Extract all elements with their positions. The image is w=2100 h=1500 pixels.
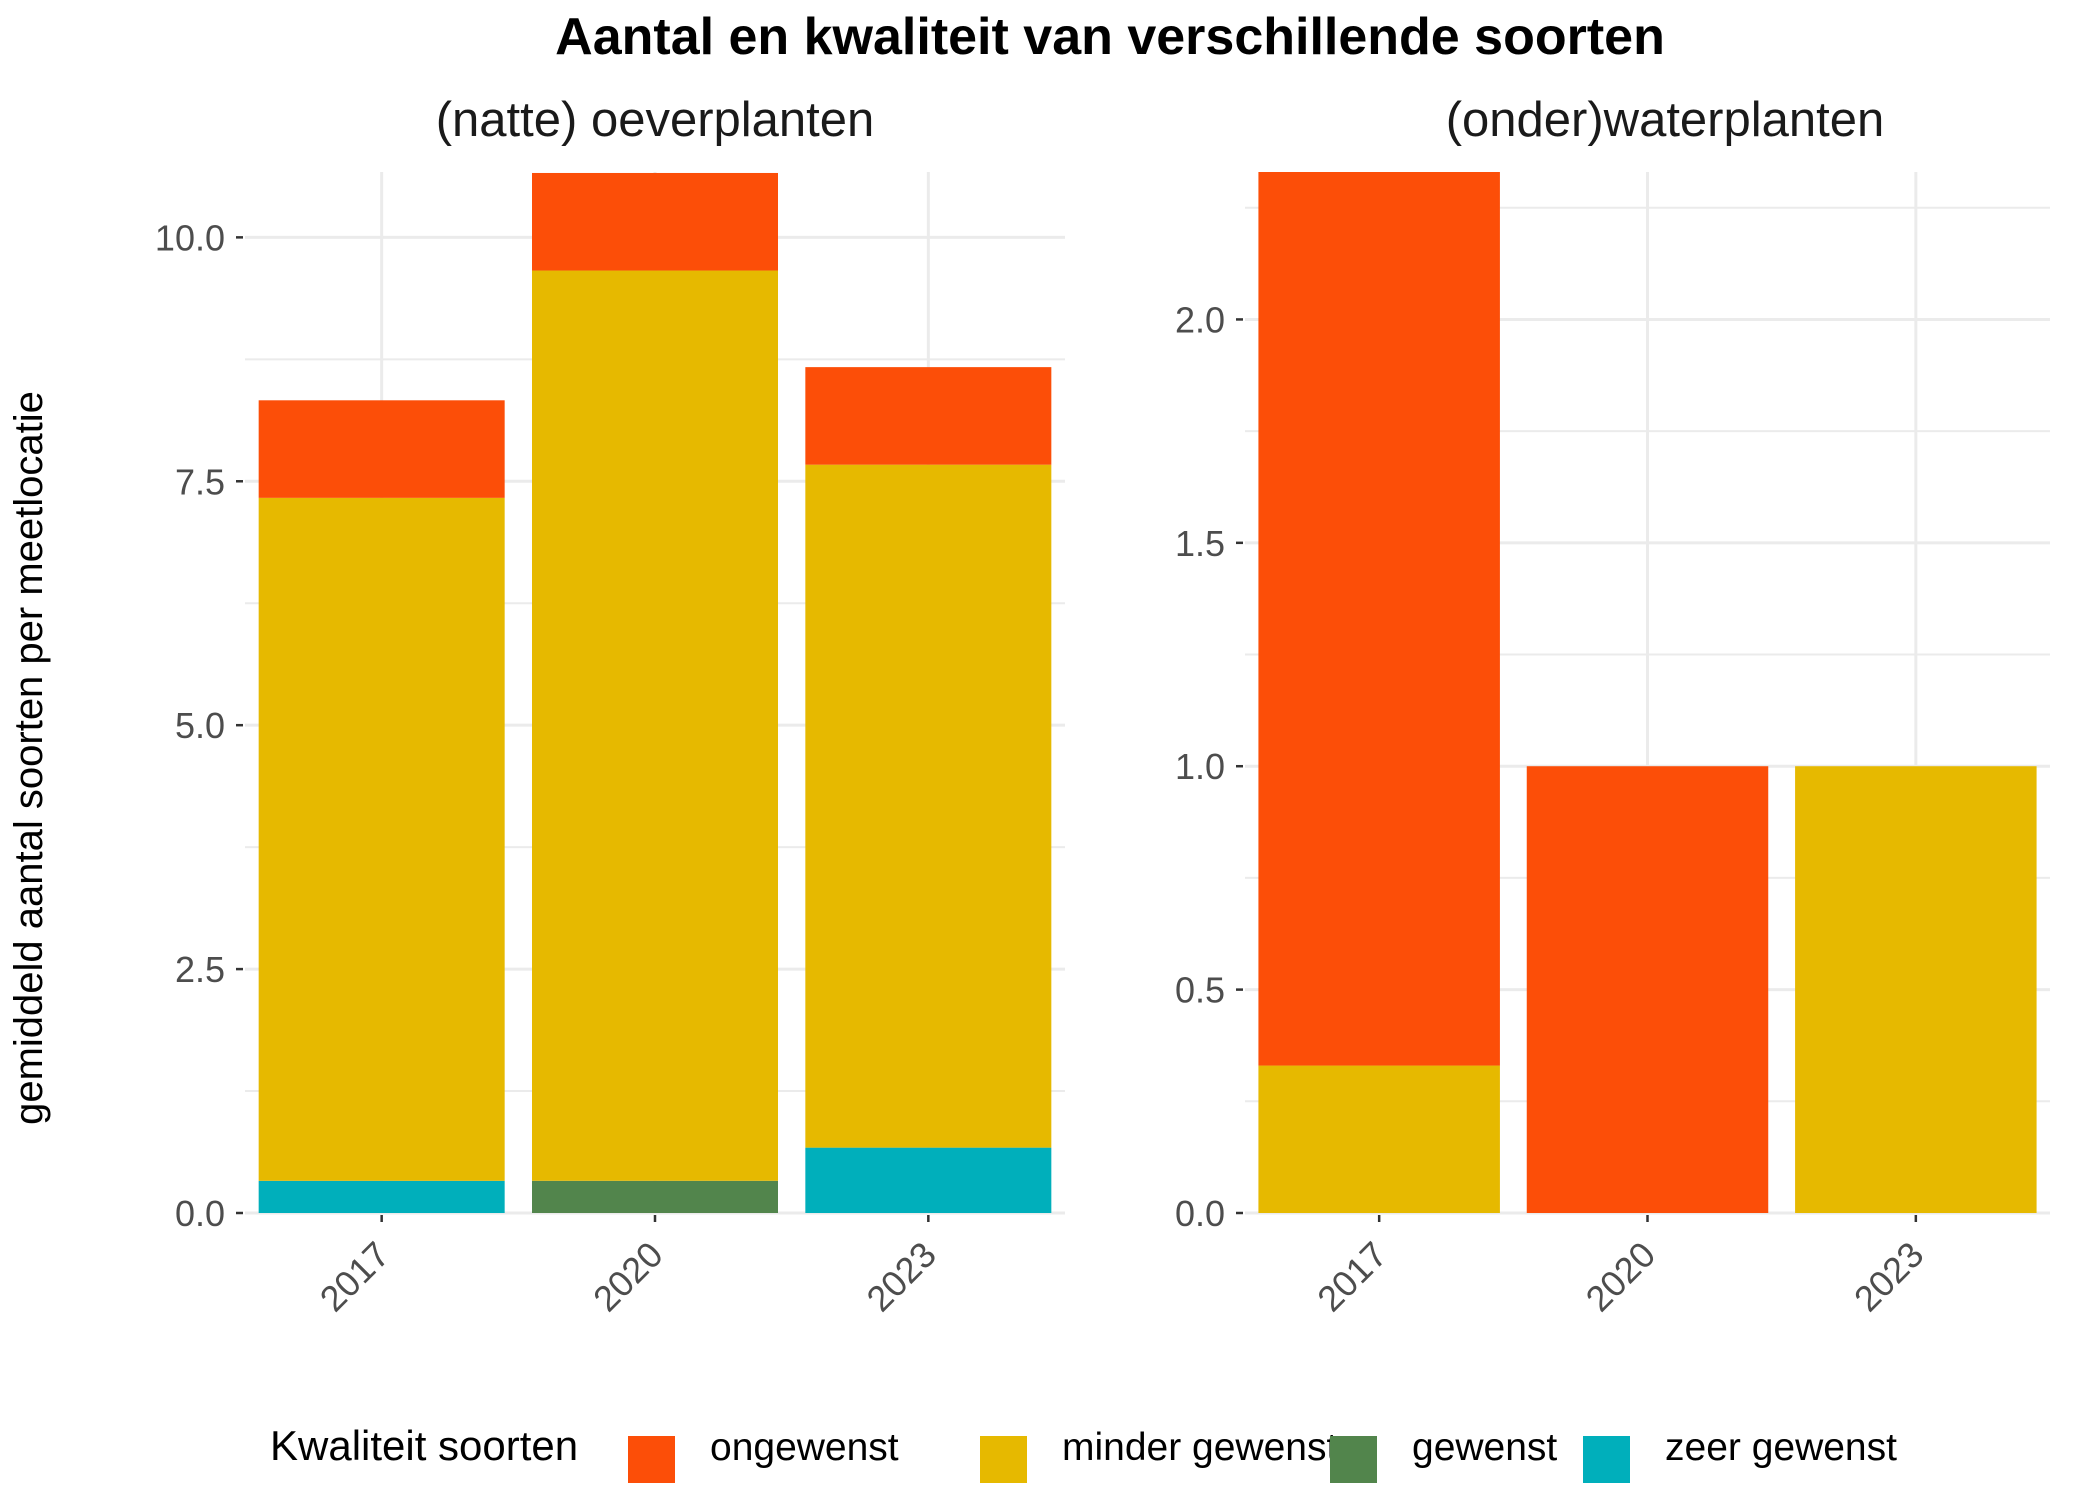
legend-label: ongewenst (710, 1426, 899, 1469)
bar-segment-2017-ongewenst (258, 400, 505, 498)
y-tick-label: 10.0 (155, 217, 225, 258)
chart-title: Aantal en kwaliteit van verschillende so… (555, 8, 1665, 66)
panel-strip-label: (onder)waterplanten (1446, 93, 1885, 147)
bar-segment-2017-ongewenst (1258, 172, 1500, 1066)
bar-segment-2023-ongewenst (805, 367, 1052, 465)
x-tick-label: 2017 (1309, 1234, 1395, 1320)
bar-segment-2020-ongewenst (1526, 766, 1769, 1213)
facet-panels: (natte) oeverplanten 0.0 2.5 5.0 7.5 10.0 2017… (155, 93, 2050, 1319)
bar-segment-2023-minder-gewenst (805, 464, 1052, 1148)
legend-label: zeer gewenst (1665, 1426, 1897, 1469)
bar-segment-2020-minder-gewenst (532, 270, 778, 1181)
panel-2: (onder)waterplanten 0.0 0.5 1.0 1.5 2.0 2017 20… (1175, 93, 2050, 1319)
x-tick-label: 2020 (585, 1234, 671, 1320)
bar-segment-2023-minder-gewenst (1795, 766, 2037, 1213)
panel-strip-label: (natte) oeverplanten (436, 93, 875, 147)
y-tick-label: 0.5 (1175, 970, 1225, 1011)
x-tick-label: 2023 (858, 1234, 944, 1320)
legend: Kwaliteit soorten ongewenst minder gewenst… (270, 1422, 1897, 1483)
bar-segment-2023-zeer-gewenst (805, 1147, 1052, 1213)
y-tick-label: 0.0 (175, 1193, 225, 1234)
legend-label: gewenst (1412, 1426, 1557, 1469)
bar-segment-2017-minder-gewenst (1258, 1065, 1500, 1213)
y-tick-label: 0.0 (1175, 1193, 1225, 1234)
y-axis-label: gemiddeld aantal soorten per meetlocatie (7, 391, 51, 1125)
y-tick-label: 2.5 (175, 949, 225, 990)
x-tick-label: 2023 (1846, 1234, 1932, 1320)
bar-segment-2017-minder-gewenst (258, 497, 505, 1181)
y-tick-label: 2.0 (1175, 299, 1225, 340)
x-tick-label: 2017 (312, 1234, 398, 1320)
legend-key-gewenst (1330, 1436, 1377, 1483)
legend-key-minder-gewenst (980, 1436, 1027, 1483)
bar-segment-2020-ongewenst (532, 172, 778, 271)
bar-segment-2020-gewenst (532, 1180, 778, 1213)
legend-key-zeer-gewenst (1583, 1436, 1630, 1483)
x-tick-label: 2020 (1578, 1234, 1664, 1320)
bar-segment-2017-zeer-gewenst (258, 1180, 505, 1213)
y-tick-label: 7.5 (175, 461, 225, 502)
y-tick-label: 1.5 (1175, 523, 1225, 564)
legend-label: minder gewenst (1062, 1426, 1337, 1469)
panel-1: (natte) oeverplanten 0.0 2.5 5.0 7.5 10.0 2017… (155, 93, 1065, 1319)
legend-key-ongewenst (628, 1436, 675, 1483)
y-tick-label: 5.0 (175, 705, 225, 746)
y-tick-label: 1.0 (1175, 746, 1225, 787)
legend-title: Kwaliteit soorten (270, 1422, 578, 1469)
